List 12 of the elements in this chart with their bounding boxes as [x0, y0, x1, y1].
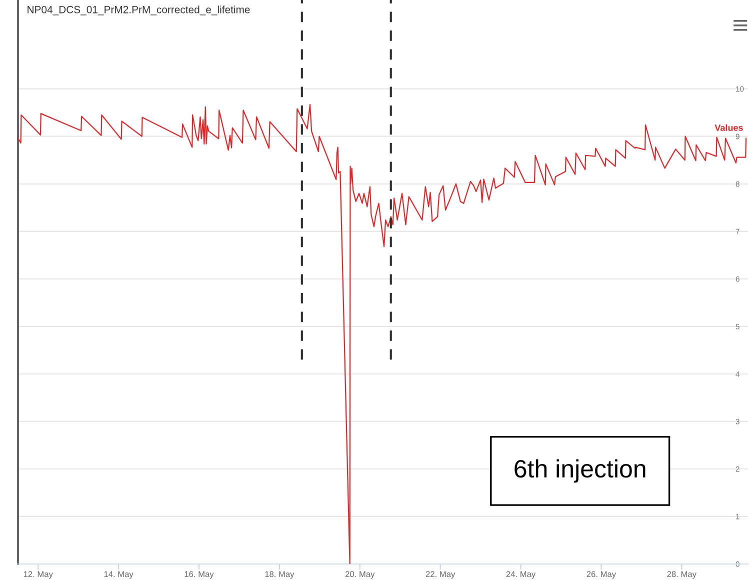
x-tick-label: 28. May	[667, 571, 696, 579]
x-tick-label: 12. May	[24, 571, 53, 579]
x-tick-label: 16. May	[184, 571, 214, 579]
x-tick-label: 20. May	[345, 571, 375, 579]
series-label: Values	[714, 124, 743, 131]
annotation: 6th injection	[514, 459, 646, 483]
text: NP04_DCS_01_PrM2.PrM_corrected_e_lifetime	[28, 6, 250, 16]
x-tick-label: 18. May	[265, 571, 294, 579]
x-tick-label: 22. May	[426, 571, 456, 579]
x-tick-label: 24. May	[506, 571, 536, 579]
x-tick-label: 26. May	[586, 571, 616, 579]
x-tick-label: 14. May	[104, 571, 134, 579]
